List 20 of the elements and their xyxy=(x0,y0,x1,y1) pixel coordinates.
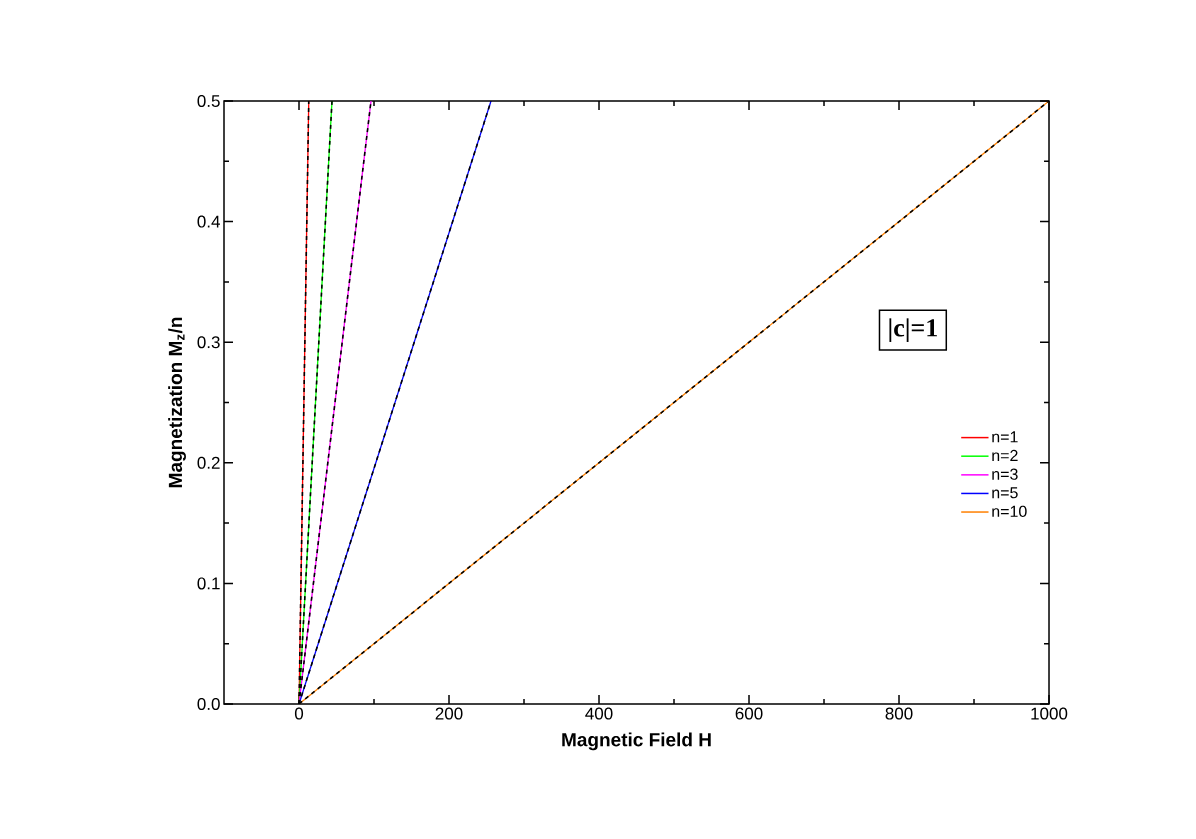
y-tick-label: 0.1 xyxy=(197,577,220,590)
legend-label: n=5 xyxy=(992,487,1018,499)
y-tick-label: 0.2 xyxy=(197,456,220,469)
annotation: |c|=1 xyxy=(889,318,937,342)
y-tick-label: 0.3 xyxy=(197,336,220,349)
x-tick-label: 600 xyxy=(735,707,763,720)
x-tick-label: 400 xyxy=(585,707,613,720)
x-tick-label: 0 xyxy=(294,707,304,720)
x-axis-title: Magnetic Field H xyxy=(562,732,711,751)
y-tick-label: 0.5 xyxy=(197,94,220,108)
legend-label: n=2 xyxy=(992,449,1018,462)
y-tick-label: 0.0 xyxy=(197,697,220,711)
y-tick-label: 0.4 xyxy=(197,215,220,228)
x-tick-label: 1000 xyxy=(1031,707,1068,720)
y-axis-title: Magnetization M$_{z}$/n xyxy=(168,317,186,488)
legend-label: n=3 xyxy=(992,468,1018,480)
x-tick-label: 200 xyxy=(435,707,463,720)
legend-label: n=10 xyxy=(992,505,1027,518)
x-tick-label: 800 xyxy=(885,707,913,720)
legend-label: n=1 xyxy=(992,431,1018,443)
